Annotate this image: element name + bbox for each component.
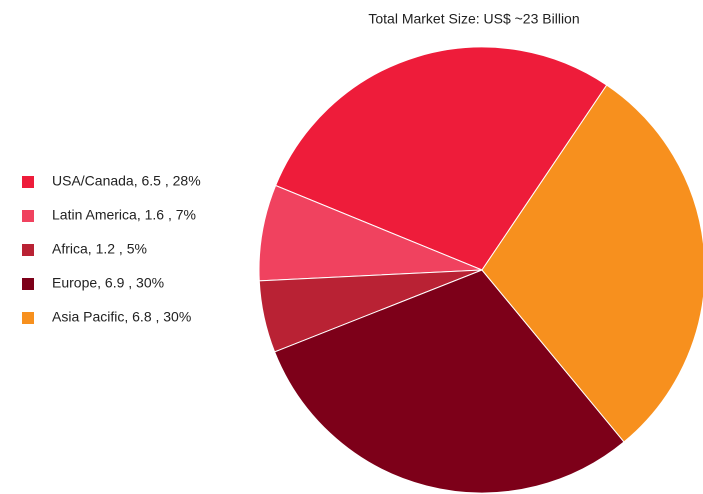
chart-title: Total Market Size: US$ ~23 Billion [368,11,579,27]
legend-label: USA/Canada, 6.5 , 28% [52,173,201,189]
legend-swatch [22,210,34,222]
pie-slice [274,46,608,271]
legend-label: Europe, 6.9 , 30% [52,275,164,291]
legend-label: Africa, 1.2 , 5% [52,241,147,257]
legend-swatch [22,312,34,324]
pie-slice [481,84,703,443]
legend-swatch [22,278,34,290]
legend-label: Latin America, 1.6 , 7% [52,207,196,223]
legend-swatch [22,176,34,188]
pie-slice [273,269,625,494]
legend-label: Asia Pacific, 6.8 , 30% [52,309,191,325]
legend-swatch [22,244,34,256]
